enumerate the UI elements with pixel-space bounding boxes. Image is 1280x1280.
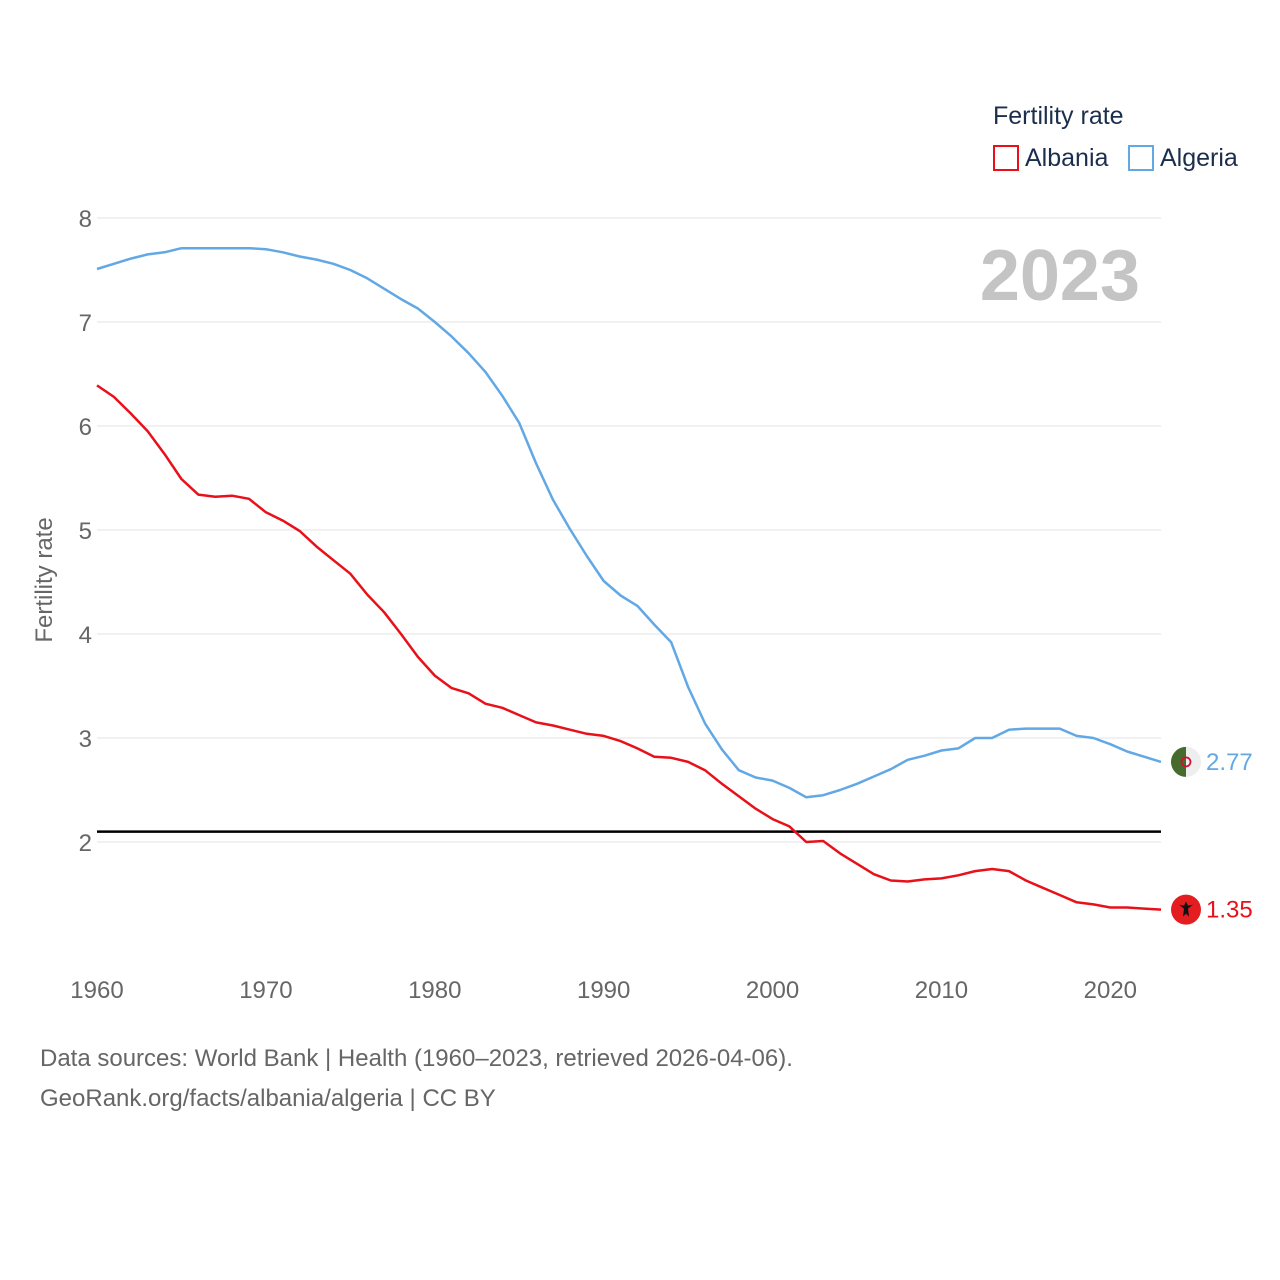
x-tick-label-2010: 2010	[915, 977, 968, 1004]
algeria-flag-icon	[1171, 746, 1202, 777]
x-tick-label-1990: 1990	[577, 977, 630, 1004]
y-tick-label-6: 6	[79, 414, 92, 441]
y-tick-label-5: 5	[79, 518, 92, 545]
series-line-algeria[interactable]	[96, 246, 1162, 799]
x-tick-label-1970: 1970	[239, 977, 292, 1004]
legend-item-algeria[interactable]: Algeria	[1128, 144, 1238, 172]
algeria-flag-green-half	[1171, 746, 1186, 777]
y-tick-label-8: 8	[79, 206, 92, 233]
footer-link[interactable]: GeoRank.org/facts/albania/algeria | CC B…	[40, 1085, 496, 1112]
series-lines	[96, 246, 1162, 911]
year-display: 2023	[980, 236, 1140, 316]
algeria-flag-white-half	[1186, 746, 1202, 777]
legend-label-algeria: Algeria	[1160, 144, 1238, 172]
y-tick-label-3: 3	[79, 726, 92, 753]
legend: Fertility rate Albania Algeria	[993, 102, 1238, 172]
x-tick-label-1980: 1980	[408, 977, 461, 1004]
series-line-albania[interactable]	[96, 384, 1162, 911]
legend-swatch-algeria	[1128, 145, 1154, 171]
end-markers: 1.35 2.77	[1171, 746, 1253, 925]
legend-item-albania[interactable]: Albania	[993, 144, 1108, 172]
legend-swatch-albania	[993, 145, 1019, 171]
y-tick-label-7: 7	[79, 310, 92, 337]
legend-label-albania: Albania	[1025, 144, 1108, 172]
x-tick-label-1960: 1960	[70, 977, 123, 1004]
end-value-label-algeria: 2.77	[1206, 749, 1253, 776]
albania-flag-icon	[1171, 894, 1201, 925]
x-tick-label-2020: 2020	[1084, 977, 1137, 1004]
y-tick-label-4: 4	[79, 622, 92, 649]
y-tick-label-2: 2	[79, 830, 92, 857]
y-axis-title: Fertility rate	[31, 517, 58, 642]
albania-eagle-emblem	[1179, 901, 1193, 917]
algeria-crescent	[1180, 756, 1192, 768]
gridlines	[97, 217, 1161, 843]
end-value-label-albania: 1.35	[1206, 897, 1253, 924]
y-axis-ticks: 2 3 4 5 6 7 8	[79, 206, 92, 857]
x-axis-ticks: 1960 1970 1980 1990 2000 2010 2020	[70, 977, 1137, 1004]
footer-source: Data sources: World Bank | Health (1960–…	[40, 1045, 793, 1072]
legend-title: Fertility rate	[993, 102, 1124, 130]
x-tick-label-2000: 2000	[746, 977, 799, 1004]
